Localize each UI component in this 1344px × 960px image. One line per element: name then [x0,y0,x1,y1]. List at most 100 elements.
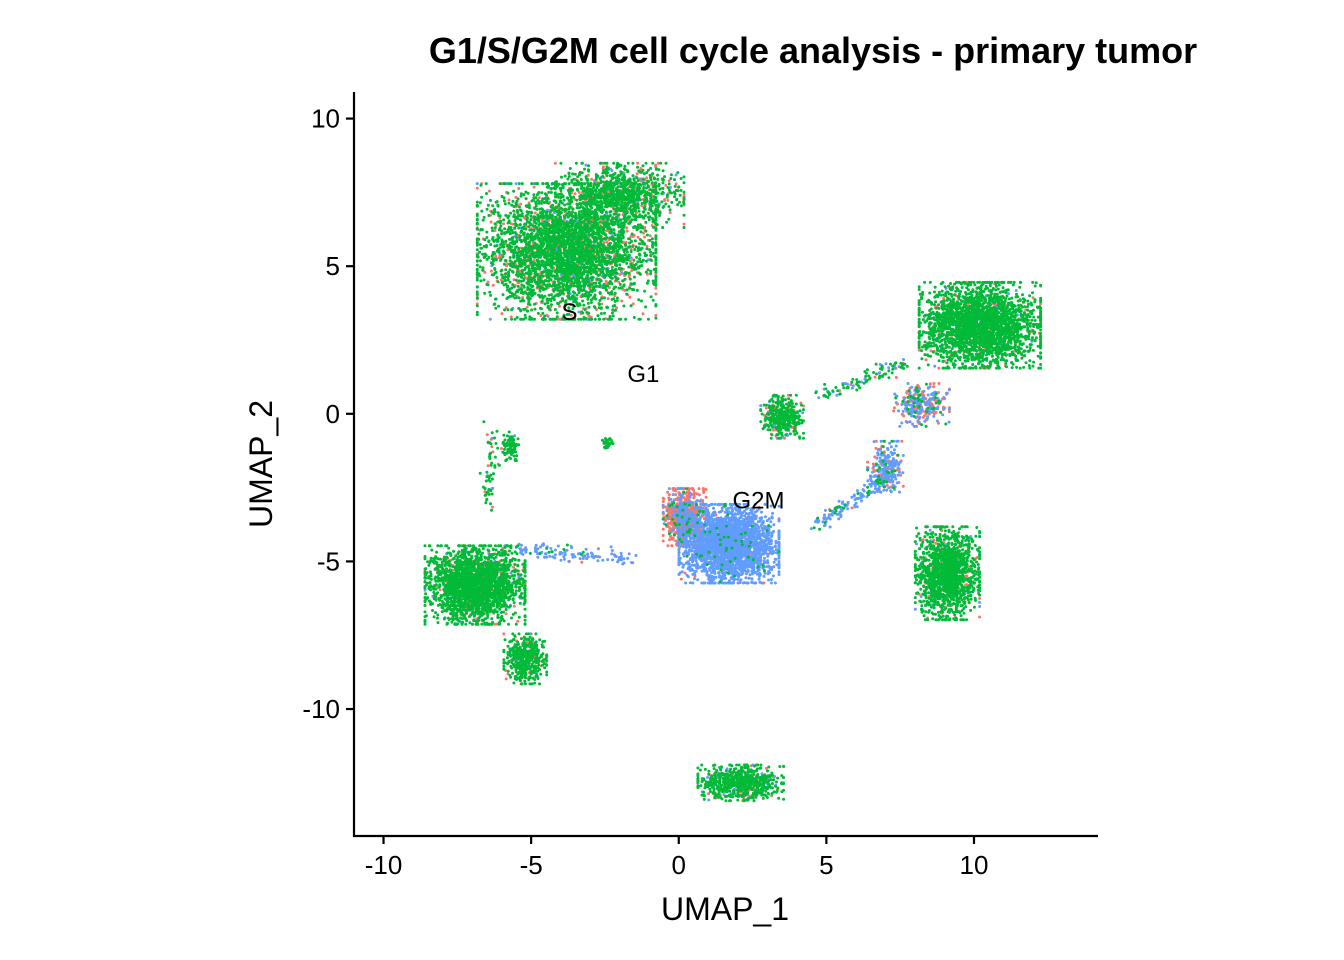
point-g2m [774,539,778,543]
point-g2m [837,499,841,503]
point-g2m [902,358,905,361]
point-g2m [756,524,759,528]
point-g1 [532,185,536,189]
point-g2m [626,556,630,560]
point-g2m [879,439,883,443]
point-g1 [887,459,891,463]
point-g2m [758,573,762,577]
point-g1 [654,313,658,317]
point-g2m [733,568,737,572]
point-g2m [611,558,615,562]
point-g1 [668,538,672,542]
point-g2m [596,547,600,551]
point-g1 [772,428,775,432]
point-g2m [877,371,881,375]
point-g1 [892,409,896,413]
point-g1 [965,574,969,578]
point-g2m [694,500,698,504]
point-g2m [682,545,686,549]
point-g1 [493,229,497,232]
point-g2m [693,577,696,581]
point-g2m [774,557,778,561]
point-g2m [688,495,692,499]
point-g1 [491,505,495,509]
point-g2m [671,506,675,509]
point-g1 [671,537,675,541]
point-g2m [869,475,873,479]
point-g2m [704,567,708,571]
point-g2m [894,401,898,405]
point-g2m [823,513,826,517]
point-g1 [666,198,670,202]
point-g2m [688,491,692,495]
point-g1 [504,306,508,310]
point-g1 [641,312,645,316]
point-g1 [690,487,694,491]
point-g1 [438,588,442,592]
point-g2m [913,607,917,611]
point-g2m [620,271,624,275]
point-g2m [720,509,724,512]
point-g1 [932,385,936,389]
point-g1 [486,280,490,284]
point-g2m [713,581,717,585]
point-g2m [769,520,773,524]
point-g2m [667,487,671,491]
point-g2m [590,551,593,555]
point-g1 [553,161,557,165]
point-g1 [668,211,672,215]
point-g2m [563,557,566,561]
point-g1 [500,312,504,316]
point-g2m [823,508,827,512]
point-g2m [860,499,863,503]
point-g2m [571,555,575,559]
point-g1 [625,226,629,230]
point-g1 [667,493,671,497]
point-g2m [830,512,834,516]
point-g2m [691,546,695,550]
point-g2m [661,503,665,507]
point-g1 [978,615,982,619]
point-g1 [937,366,941,370]
point-g2m [822,524,826,528]
point-g2m [669,497,673,501]
point-g1 [922,414,926,418]
point-g2m [757,577,761,581]
point-g2m [682,563,686,567]
point-g2m [715,566,718,570]
point-g1 [654,286,658,290]
point-g2m [701,506,705,510]
point-g2m [559,558,563,562]
point-g1 [504,612,508,616]
point-g2m [752,536,756,540]
point-g1 [714,513,718,517]
point-g1 [679,577,683,581]
point-g1 [669,535,673,539]
point-g2m [809,527,813,531]
point-g2m [860,494,863,498]
point-g1 [689,506,693,510]
point-g2m [854,501,858,505]
point-g2m [546,314,550,318]
point-g2m [567,560,571,563]
point-g1 [654,292,658,296]
point-g2m [863,483,866,487]
point-g1 [516,619,520,623]
point-g1 [580,560,584,564]
point-g1 [504,677,508,681]
point-g1 [661,539,665,543]
point-g1 [661,527,665,531]
point-g1 [557,304,561,308]
point-g2m [475,182,479,186]
point-g1 [685,491,689,495]
point-g1 [645,176,649,180]
point-g2m [770,535,773,538]
point-g2m [680,570,684,574]
point-g2m [853,505,857,509]
point-g2m [777,536,781,540]
point-g2m [712,506,715,510]
point-g2m [817,396,821,400]
point-g2m [684,545,688,548]
point-g2m [671,493,675,497]
point-g1 [502,632,506,636]
